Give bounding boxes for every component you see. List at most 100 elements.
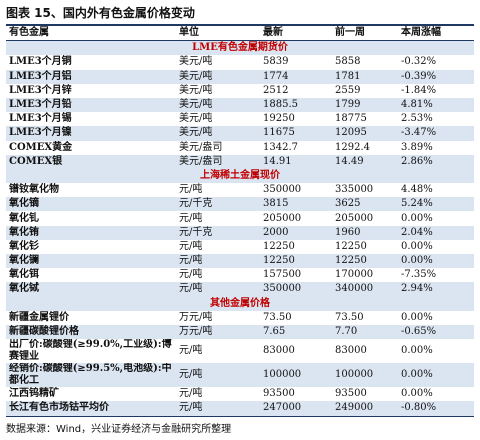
section-row: 其他金属价格 [6,296,474,311]
latest-cell: 1774 [260,69,332,84]
previous-cell: 12095 [332,126,398,141]
header-cell: 有色金属 [6,24,176,42]
name-cell: LME3个月铝 [6,69,176,84]
data-row: 江西钨精矿 元/吨 93500 93500 0.00% [6,387,474,401]
latest-cell: 1342.7 [263,141,298,153]
latest-cell: 73.50 [263,311,292,323]
previous-cell: 1292.4 [335,141,370,153]
previous-cell: 340000 [332,282,398,297]
data-row: LME3个月锌 美元/吨 2512 2559 -1.84% [6,84,474,98]
data-row: COMEX银 美元/盎司 14.91 14.49 2.86% [6,154,474,169]
previous-cell: 1960 [332,225,398,240]
latest-cell: 205000 [263,212,302,224]
data-row: 氧化铒 元/吨 157500 170000 -7.35% [6,268,474,282]
previous-cell: 170000 [335,269,374,281]
latest-cell: 5839 [263,56,289,68]
unit-cell: 美元/吨 [179,113,213,125]
latest-cell: 19250 [263,113,295,125]
name-cell: 氧化钆 [9,212,39,224]
latest-cell: 247000 [260,401,332,417]
name-cell: 新疆金属锂价 [9,311,69,323]
change-cell: 4.48% [401,184,433,196]
change-cell: 4.81% [398,97,474,113]
change-cell: 0.00% [401,388,433,400]
latest-cell: 12250 [263,240,295,252]
data-row: LME3个月铅 美元/吨 1885.5 1799 4.81% [6,97,474,113]
latest-cell: 1885.5 [260,97,332,113]
unit-cell: 元/吨 [176,401,260,417]
unit-cell: 元/吨 [176,254,260,269]
previous-cell: 1799 [332,97,398,113]
data-row: 经销价:碳酸锂(≥99.5%,电池级):中都化工 元/吨 100000 100000 0… [6,363,474,388]
latest-cell: 350000 [263,184,302,196]
latest-cell: 7.65 [260,324,332,340]
unit-cell: 元/千克 [176,197,260,212]
latest-cell: 350000 [260,282,332,297]
name-cell: COMEX银 [6,154,176,169]
data-row: 氧化镧 元/吨 12250 12250 0.00% [6,254,474,269]
data-row: 氧化镝 元/千克 3815 3625 5.24% [6,197,474,212]
previous-cell: 12250 [335,240,367,252]
data-row: 氧化铕 元/千克 2000 1960 2.04% [6,225,474,240]
previous-cell: 335000 [335,184,374,196]
data-row: 新疆金属锂价 万元/吨 73.50 73.50 0.00% [6,311,474,325]
latest-cell: 93500 [263,388,295,400]
unit-cell: 元/吨 [176,363,260,388]
change-cell: -3.47% [398,126,474,141]
change-cell: 2.94% [398,282,474,297]
latest-cell: 14.91 [260,154,332,169]
latest-cell: 2000 [260,225,332,240]
change-cell: 3.89% [401,141,433,153]
data-row: 氧化钐 元/吨 12250 12250 0.00% [6,240,474,254]
unit-cell: 万元/吨 [179,311,213,323]
data-row: 新疆碳酸锂价格 万元/吨 7.65 7.70 -0.65% [6,324,474,340]
change-cell: 2.53% [401,113,433,125]
unit-cell: 美元/吨 [179,56,213,68]
name-cell: COMEX黄金 [9,141,73,153]
data-row: 镨钕氧化物 元/吨 350000 335000 4.48% [6,183,474,197]
name-cell: 氧化铽 [6,282,176,297]
data-row: 出厂价:碳酸锂(≥99.0%,工业级):博赛锂业 元/吨 83000 83000 0.0… [6,339,474,363]
change-cell: -0.80% [398,401,474,417]
change-cell: 0.00% [398,363,474,388]
unit-cell: 美元/盎司 [176,154,260,169]
latest-cell: 3815 [260,197,332,212]
name-cell: 氧化镧 [6,254,176,269]
data-row: 长江有色市场钴平均价 元/吨 247000 249000 -0.80% [6,401,474,417]
name-cell: LME3个月锌 [9,84,72,96]
latest-cell: 83000 [263,345,295,357]
unit-cell: 万元/吨 [176,324,260,340]
change-cell: 0.00% [401,212,433,224]
unit-cell: 元/吨 [179,240,203,252]
section-title: LME有色金属期货价 [6,40,474,56]
previous-cell: 83000 [335,345,367,357]
unit-cell: 元/千克 [176,225,260,240]
change-cell: 0.00% [401,345,433,357]
section-row: 上海稀土金属现价 [6,168,474,184]
data-row: LME3个月铜 美元/吨 5839 5858 -0.32% [6,55,474,69]
header-row: 有色金属 单位 最新 前一周 本周涨幅 [6,24,474,42]
unit-cell: 美元/吨 [176,126,260,141]
name-cell: 江西钨精矿 [9,388,59,400]
unit-cell: 美元/盎司 [179,141,223,153]
unit-cell: 美元/吨 [179,84,213,96]
latest-cell: 2512 [263,84,289,96]
section-title: 上海稀土金属现价 [6,168,474,184]
table-body: LME有色金属期货价 LME3个月铜 美元/吨 5839 5858 -0.32% LME3个… [6,40,474,417]
unit-cell: 元/吨 [179,388,203,400]
unit-cell: 美元/吨 [176,97,260,113]
change-cell: -0.39% [398,69,474,84]
unit-cell: 元/吨 [179,269,203,281]
previous-cell: 7.70 [332,324,398,340]
change-cell: -7.35% [401,269,437,281]
change-cell: 2.04% [398,225,474,240]
name-cell: 长江有色市场钴平均价 [6,401,176,417]
previous-cell: 93500 [335,388,367,400]
data-row: LME3个月锡 美元/吨 19250 18775 2.53% [6,112,474,126]
name-cell: 氧化钐 [9,240,39,252]
unit-cell: 元/吨 [179,345,203,357]
previous-cell: 14.49 [332,154,398,169]
name-cell: LME3个月镍 [6,126,176,141]
previous-cell: 205000 [335,212,374,224]
figure-title: 图表 15、国内外有色金属价格变动 [6,6,195,20]
